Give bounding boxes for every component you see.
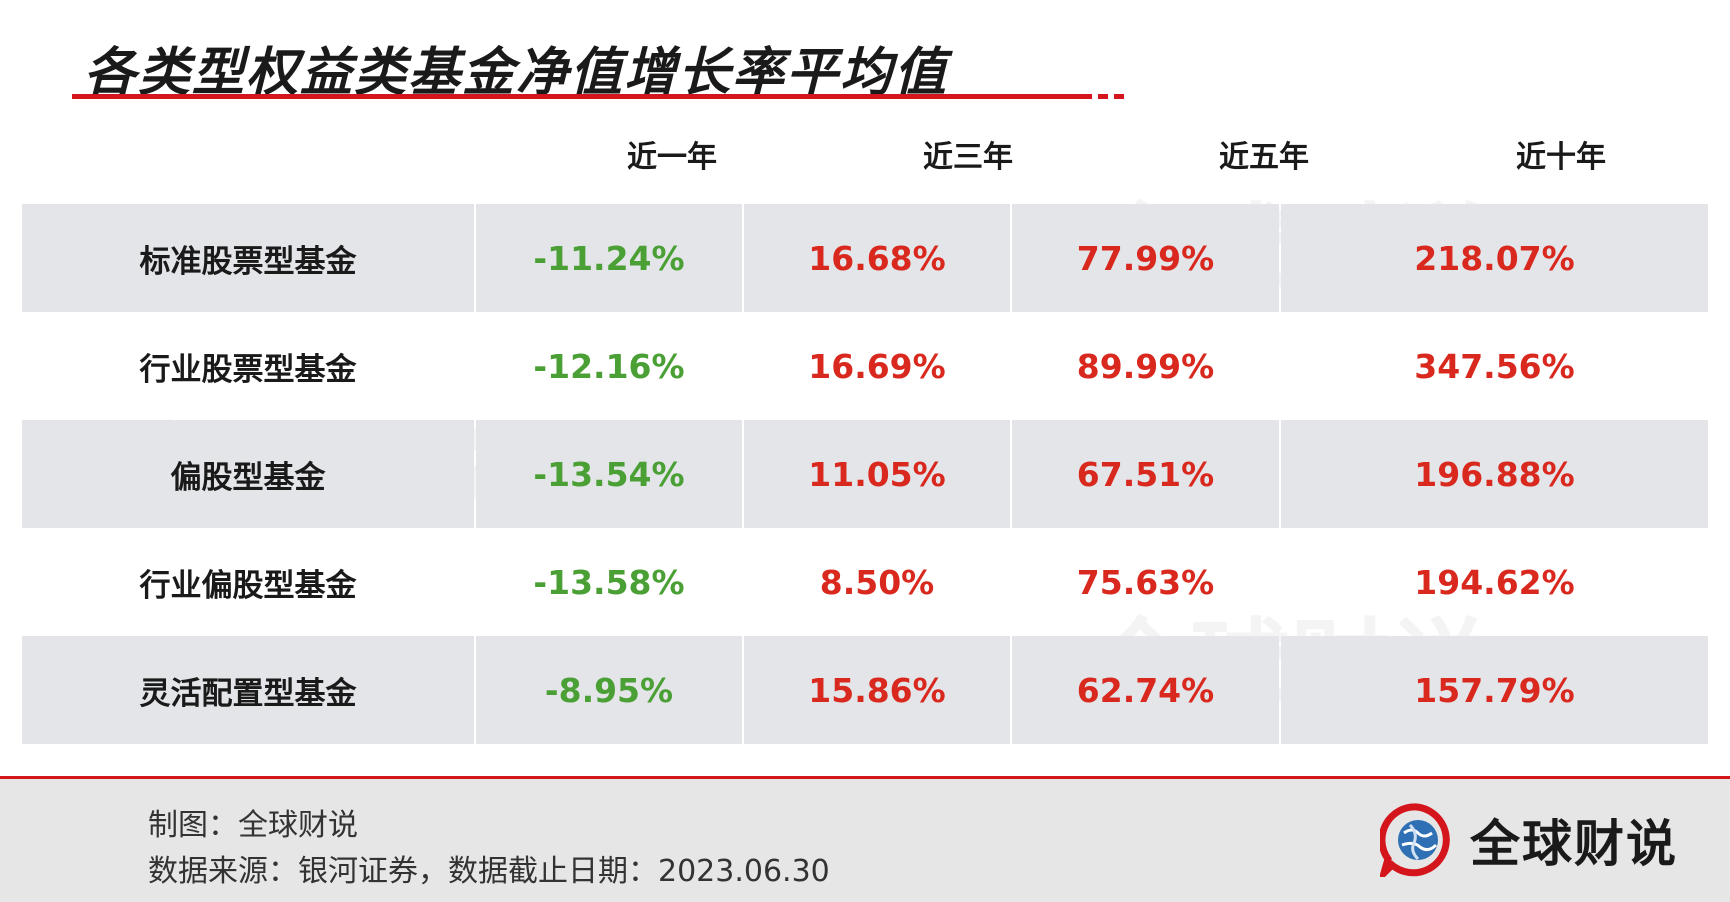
value-cell: -13.54% bbox=[476, 420, 742, 528]
column-header: 近十年 bbox=[1516, 140, 1606, 175]
footer bbox=[0, 776, 1730, 902]
value-cell: 347.56% bbox=[1414, 346, 1575, 386]
row-label: 行业偏股型基金 bbox=[139, 567, 357, 604]
value-cell: 15.86% bbox=[744, 636, 1010, 744]
table-row: 行业偏股型基金 -13.58% 8.50% 75.63% 194.62% bbox=[22, 528, 1708, 636]
row-label: 行业股票型基金 bbox=[139, 351, 357, 388]
row-label: 灵活配置型基金 bbox=[22, 636, 474, 744]
column-header: 近五年 bbox=[1219, 140, 1309, 175]
value-cell: -11.24% bbox=[476, 204, 742, 312]
column-header: 近一年 bbox=[627, 140, 717, 175]
globe-speech-bubble-icon bbox=[1380, 803, 1450, 877]
table-row: 灵活配置型基金 -8.95% 15.86% 62.74% 157.79% bbox=[22, 636, 1708, 744]
title-underline-dash bbox=[1114, 94, 1124, 99]
table-row: 标准股票型基金 -11.24% 16.68% 77.99% 218.07% bbox=[22, 204, 1708, 312]
value-cell: 11.05% bbox=[744, 420, 1010, 528]
row-label: 偏股型基金 bbox=[22, 420, 474, 528]
value-cell: 196.88% bbox=[1281, 420, 1708, 528]
value-cell: 194.62% bbox=[1414, 562, 1575, 602]
value-cell: -8.95% bbox=[476, 636, 742, 744]
title-underline bbox=[72, 94, 1092, 99]
value-cell: -13.58% bbox=[533, 562, 685, 602]
value-cell: 16.69% bbox=[808, 346, 946, 386]
table-row: 行业股票型基金 -12.16% 16.69% 89.99% 347.56% bbox=[22, 312, 1708, 420]
value-cell: 16.68% bbox=[744, 204, 1010, 312]
value-cell: 75.63% bbox=[1076, 562, 1215, 602]
value-cell: -12.16% bbox=[533, 346, 685, 386]
footer-source: 数据来源：银河证券，数据截止日期：2023.06.30 bbox=[148, 854, 830, 889]
value-cell: 77.99% bbox=[1012, 204, 1279, 312]
table-row: 偏股型基金 -13.54% 11.05% 67.51% 196.88% bbox=[22, 420, 1708, 528]
value-cell: 8.50% bbox=[819, 562, 935, 602]
value-cell: 62.74% bbox=[1012, 636, 1279, 744]
column-header: 近三年 bbox=[923, 140, 1013, 175]
brand-logo: 全球财说 bbox=[1380, 800, 1678, 880]
value-cell: 157.79% bbox=[1281, 636, 1708, 744]
footer-divider bbox=[0, 776, 1730, 779]
title-underline-dash bbox=[1098, 94, 1108, 99]
brand-name: 全球财说 bbox=[1470, 815, 1678, 873]
value-cell: 67.51% bbox=[1012, 420, 1279, 528]
footer-credit: 制图：全球财说 bbox=[148, 808, 358, 843]
value-cell: 218.07% bbox=[1281, 204, 1708, 312]
page-title: 各类型权益类基金净值增长率平均值 bbox=[84, 43, 949, 103]
row-label: 标准股票型基金 bbox=[22, 204, 474, 312]
value-cell: 89.99% bbox=[1076, 346, 1215, 386]
